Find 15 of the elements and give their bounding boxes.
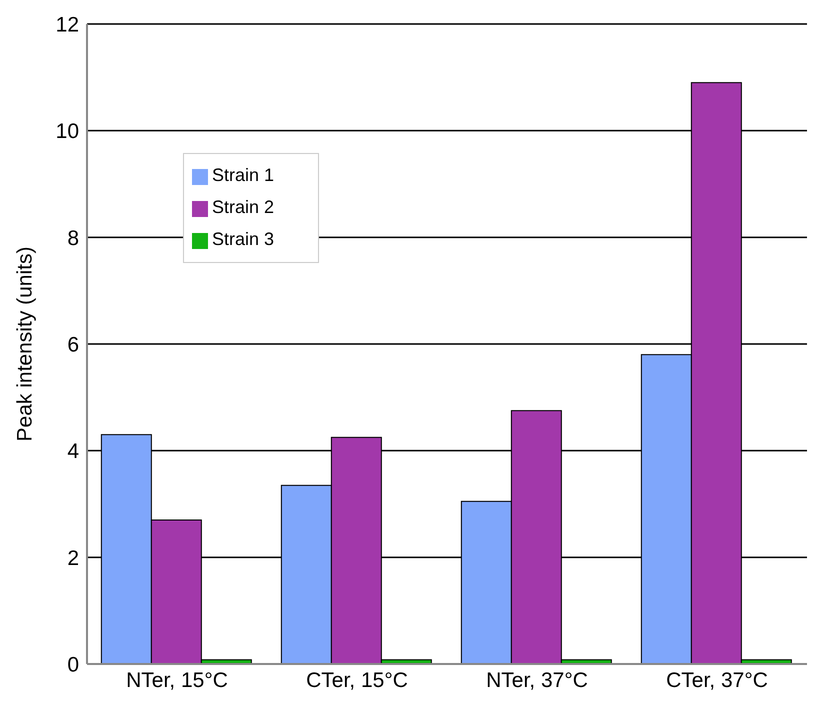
legend-label: Strain 3 bbox=[212, 229, 274, 249]
y-tick-label: 8 bbox=[67, 226, 79, 250]
x-tick-label: CTer, 37°C bbox=[666, 668, 768, 692]
legend-label: Strain 2 bbox=[212, 197, 274, 217]
y-tick-label: 10 bbox=[56, 120, 79, 144]
x-tick-label: CTer, 15°C bbox=[306, 668, 408, 692]
y-tick-label: 6 bbox=[67, 333, 79, 356]
y-tick-label: 2 bbox=[67, 546, 79, 570]
legend-label: Strain 1 bbox=[212, 165, 274, 185]
y-tick-label: 12 bbox=[56, 13, 79, 36]
y-axis-title: Peak intensity (units) bbox=[13, 246, 36, 442]
x-tick-label: NTer, 37°C bbox=[486, 668, 588, 692]
x-tick-label: NTer, 15°C bbox=[126, 668, 228, 692]
y-tick-label: 0 bbox=[67, 653, 79, 676]
y-tick-label: 4 bbox=[67, 440, 80, 464]
